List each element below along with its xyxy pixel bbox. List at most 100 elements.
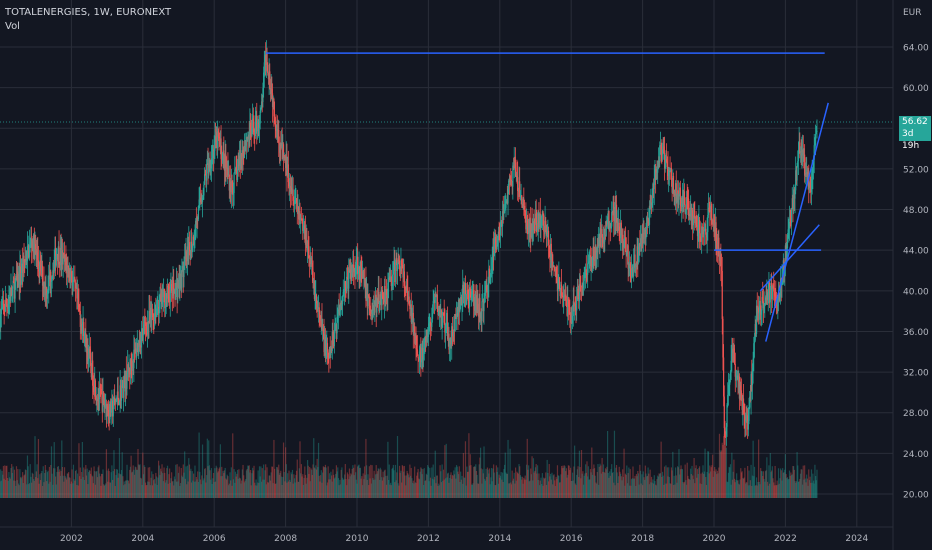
candle-body [733,348,735,353]
candle-body [97,397,99,402]
trend-line [765,102,829,342]
candle-body [731,348,733,361]
candle-body [523,198,525,206]
volume-bar [412,480,414,498]
volume-bar [10,467,12,498]
candle-body [309,258,311,264]
candle-body [568,306,570,308]
volume-bar [280,476,283,498]
candle-body [62,253,64,265]
candle-body [267,64,269,74]
volume-bar [693,458,695,498]
symbol-title[interactable]: TOTALENERGIES, 1W, EURONEXT [5,7,172,18]
candle-body [320,319,322,321]
candle-body [560,284,562,297]
candle-body [618,222,620,234]
candle-body [184,256,186,266]
volume-bar [158,465,160,498]
volume-bar [318,475,320,498]
candle-body [585,269,587,274]
time-tick-label: 2020 [703,534,726,544]
candle-body [35,249,37,256]
candle-body [543,231,546,235]
candle-body [590,257,592,266]
candle-body [641,233,643,245]
candle-body [495,237,497,249]
volume-bar [188,458,190,498]
volume-bar [810,469,813,498]
volume-bar [69,477,71,498]
candle-body [63,253,65,255]
volume-bar [175,481,178,498]
candle-body [691,210,693,225]
volume-bar [793,466,795,498]
volume-bar [464,441,467,498]
candle-body [144,321,146,323]
volume-bar [585,464,587,498]
candle-body [606,216,609,225]
volume-bar [466,471,469,498]
volume-bar [74,470,77,498]
candle-body [548,245,550,257]
volume-bar [644,479,646,498]
volume-bar [416,475,418,498]
volume-bar [93,466,95,498]
volume-bar [131,472,133,498]
candle-body [607,210,609,217]
candle-body [306,241,309,251]
volume-bar [762,471,765,498]
candle-body [639,238,642,247]
candle-body [467,290,469,301]
drawings[interactable] [0,52,893,342]
candle-body [76,293,79,299]
volume-bar [461,475,463,498]
volume-bar [149,485,151,498]
volume-bar [448,482,450,498]
volume-bar [184,451,186,498]
volume-bar [107,481,109,498]
volume-bar [806,478,808,498]
candle-body [535,213,537,224]
candle-body [36,252,38,256]
volume-bar [390,485,392,498]
candle-body [11,288,13,296]
volume-bar [504,452,506,498]
candle-body [804,154,806,176]
candle-body [723,357,725,397]
candle-body [37,260,40,267]
volume-indicator-label[interactable]: Vol [5,21,20,32]
volume-bar [141,484,143,498]
volume-bar [782,472,784,498]
candle-body [593,246,595,261]
volume-bar [178,466,180,498]
volume-bar [5,466,7,498]
candle-body [324,337,327,356]
candle-body [328,357,330,359]
candle-body [46,292,48,299]
volume-bar [379,467,381,498]
candle-body [274,116,276,123]
volume-bar [320,475,322,498]
volume-bar [735,480,737,498]
volume-bar [771,466,773,498]
candle-body [729,372,732,380]
candle-body [657,160,659,170]
candle-body [191,247,193,252]
candle-body [140,345,142,348]
candle-body [105,404,108,417]
volume-bar [534,467,537,498]
volume-bar [427,466,429,498]
volume-bar [18,485,20,498]
candle-body [806,172,808,174]
candle-body [166,285,169,299]
candle-body [299,211,301,220]
volume-bar [506,473,508,498]
candle-body [303,225,305,227]
candle-body [517,190,519,192]
candle-body [455,316,458,319]
volume-bar [609,475,611,498]
candle-body [271,89,273,94]
volume-bar [343,479,345,498]
